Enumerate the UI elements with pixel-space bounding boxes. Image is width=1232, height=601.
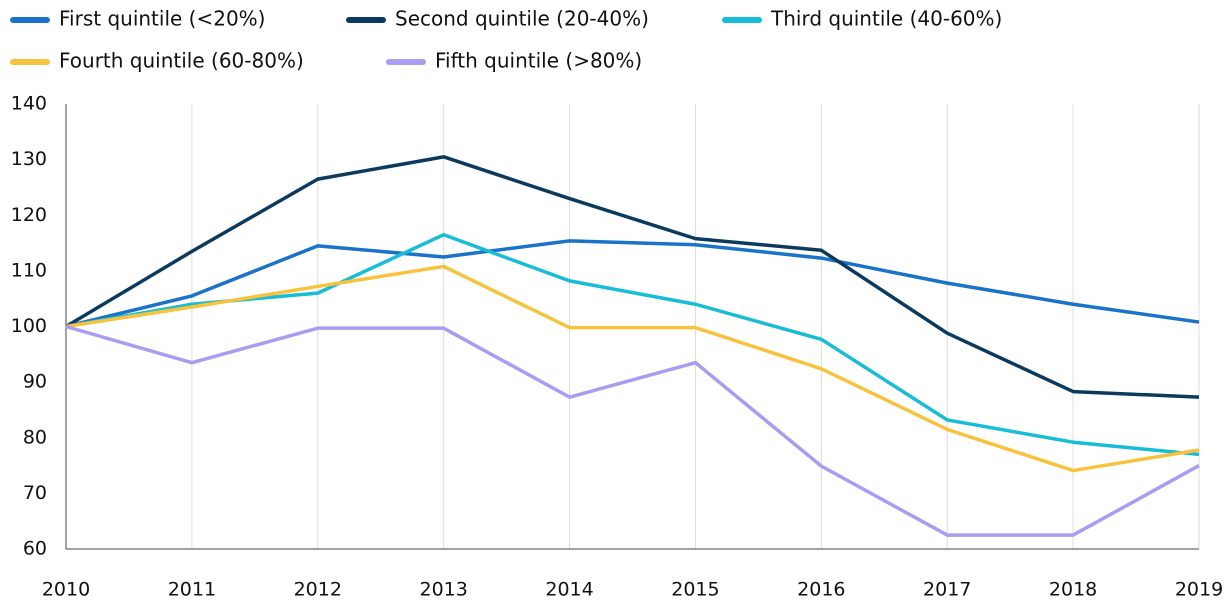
legend-label: Fourth quintile (60-80%)	[59, 49, 304, 73]
y-tick-label: 140	[11, 93, 47, 115]
legend-label: First quintile (<20%)	[59, 7, 265, 31]
x-tick-label: 2010	[42, 579, 90, 601]
series-line	[65, 232, 1200, 457]
y-tick-label: 70	[23, 482, 47, 504]
x-tick-label: 2018	[1049, 579, 1097, 601]
legend-label: Fifth quintile (>80%)	[435, 49, 642, 73]
x-tick-label: 2016	[797, 579, 845, 601]
y-tick-label: 60	[23, 538, 47, 560]
x-tick-label: 2012	[294, 579, 342, 601]
series-line	[65, 264, 1200, 473]
x-tick-label: 2015	[671, 579, 719, 601]
series-line	[65, 155, 1200, 399]
series-line	[65, 239, 1200, 329]
y-tick-label: 90	[23, 371, 47, 393]
x-tick-label: 2017	[923, 579, 971, 601]
x-tick-label: 2013	[419, 579, 467, 601]
y-tick-label: 100	[11, 315, 47, 337]
y-tick-label: 120	[11, 204, 47, 226]
y-tick-label: 80	[23, 426, 47, 448]
y-tick-label: 130	[11, 148, 47, 170]
y-tick-label: 110	[11, 259, 47, 281]
series-line	[65, 324, 1200, 537]
x-tick-label: 2011	[168, 579, 216, 601]
x-tick-label: 2014	[545, 579, 593, 601]
x-tick-label: 2019	[1175, 579, 1223, 601]
legend-label: Third quintile (40-60%)	[770, 7, 1002, 31]
legend-label: Second quintile (20-40%)	[395, 7, 649, 31]
